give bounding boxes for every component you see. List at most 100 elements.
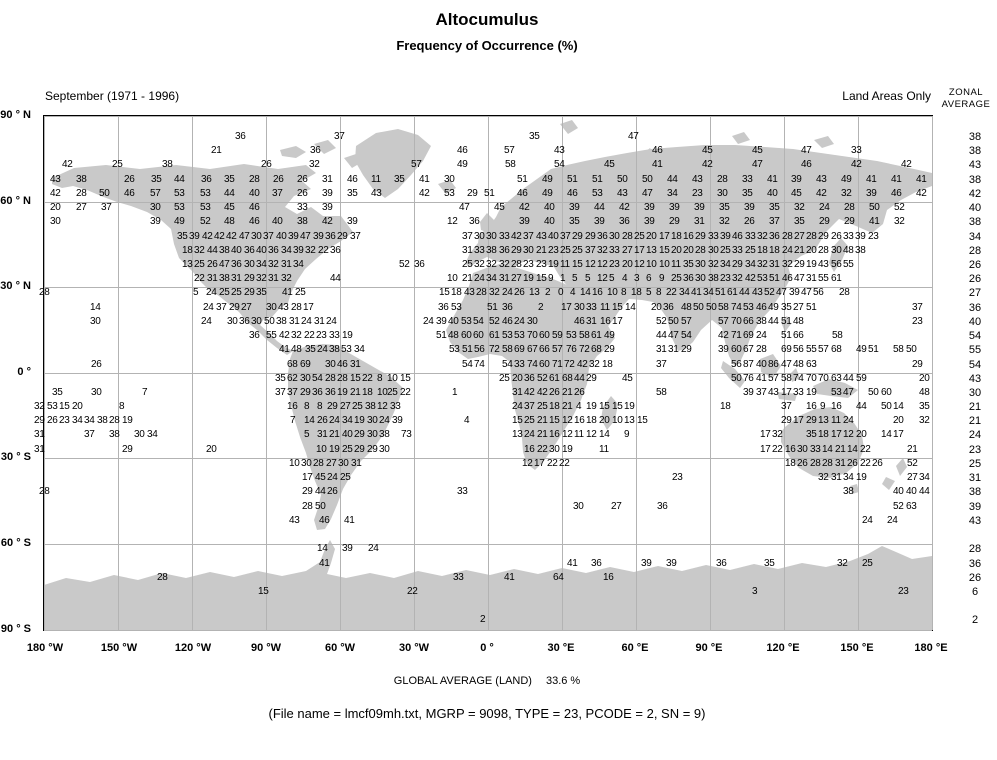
grid-value: 24: [502, 287, 513, 298]
grid-value: 48: [793, 316, 804, 327]
grid-value: 69: [514, 344, 525, 355]
grid-value: 34: [293, 259, 304, 270]
grid-value: 26: [47, 415, 58, 426]
grid-value: 36: [244, 245, 255, 256]
grid-value: 15: [572, 259, 583, 270]
grid-value: 76: [566, 344, 577, 355]
grid-value: 19: [586, 401, 597, 412]
grid-value: 16: [603, 572, 614, 583]
grid-value: 31: [289, 316, 300, 327]
grid-value: 52: [893, 501, 904, 512]
zonal-average-value: 21: [968, 401, 982, 413]
grid-value: 57: [718, 316, 729, 327]
grid-value: 33: [742, 174, 753, 185]
grid-value: 50: [668, 316, 679, 327]
grid-value: 41: [279, 344, 290, 355]
grid-value: 24: [326, 316, 337, 327]
grid-value: 42: [50, 188, 61, 199]
grid-value: 4: [464, 415, 470, 426]
grid-value: 34: [745, 259, 756, 270]
grid-value: 21: [329, 429, 340, 440]
grid-value: 28: [291, 302, 302, 313]
grid-value: 46: [652, 145, 663, 156]
grid-value: 35: [151, 174, 162, 185]
grid-value: 45: [315, 472, 326, 483]
grid-value: 45: [224, 202, 235, 213]
grid-value: 29: [695, 231, 706, 242]
grid-value: 30: [523, 245, 534, 256]
grid-value: 32: [597, 245, 608, 256]
grid-value: 28: [756, 344, 767, 355]
grid-value: 27: [907, 472, 918, 483]
grid-value: 42: [901, 159, 912, 170]
grid-value: 50: [264, 316, 275, 327]
grid-value: 39: [342, 543, 353, 554]
grid-value: 31: [207, 273, 218, 284]
grid-value: 38: [329, 344, 340, 355]
grid-value: 28: [822, 458, 833, 469]
global-average-label: GLOBAL AVERAGE (LAND): [393, 675, 532, 687]
grid-value: 49: [841, 174, 852, 185]
grid-value: 36: [268, 245, 279, 256]
grid-value: 1: [452, 387, 458, 398]
grid-value: 51: [592, 174, 603, 185]
grid-value: 44: [739, 287, 750, 298]
grid-value: 35: [919, 401, 930, 412]
grid-value: 53: [502, 330, 513, 341]
grid-value: 15: [258, 586, 269, 597]
grid-value: 49: [542, 188, 553, 199]
grid-value: 50: [642, 174, 653, 185]
grid-value: 25: [671, 273, 682, 284]
grid-value: 37: [524, 401, 535, 412]
grid-value: 60: [473, 330, 484, 341]
grid-value: 28: [695, 245, 706, 256]
grid-value: 44: [768, 316, 779, 327]
grid-value: 32: [489, 287, 500, 298]
grid-value: 37: [275, 387, 286, 398]
grid-value: 20: [651, 302, 662, 313]
zonal-header-line1: ZONAL: [948, 87, 984, 98]
grid-value: 31: [231, 273, 242, 284]
grid-value: 19: [856, 472, 867, 483]
grid-value: 47: [776, 287, 787, 298]
grid-value: 42: [519, 202, 530, 213]
grid-value: 47: [642, 188, 653, 199]
grid-value: 39: [744, 202, 755, 213]
grid-value: 18: [602, 359, 613, 370]
grid-value: 54: [554, 159, 565, 170]
grid-value: 32: [732, 273, 743, 284]
grid-value: 70: [731, 316, 742, 327]
grid-value: 47: [628, 131, 639, 142]
grid-value: 61: [591, 330, 602, 341]
grid-value: 47: [300, 231, 311, 242]
grid-value: 30: [325, 359, 336, 370]
grid-value: 29: [354, 444, 365, 455]
grid-value: 50: [869, 202, 880, 213]
grid-value: 39: [666, 558, 677, 569]
grid-value: 16: [592, 287, 603, 298]
grid-value: 4: [576, 401, 582, 412]
grid-value: 28: [810, 458, 821, 469]
grid-value: 36: [502, 302, 513, 313]
grid-value: 33: [793, 387, 804, 398]
grid-value: 53: [200, 188, 211, 199]
grid-value: 18: [769, 245, 780, 256]
grid-value: 36: [325, 387, 336, 398]
grid-value: 32: [291, 330, 302, 341]
grid-value: 46: [801, 159, 812, 170]
grid-value: 17: [893, 429, 904, 440]
grid-value: 37: [656, 359, 667, 370]
grid-value: 39: [392, 415, 403, 426]
grid-value: 35: [806, 429, 817, 440]
grid-value: 36: [330, 245, 341, 256]
grid-value: 60: [539, 359, 550, 370]
grid-value: 42: [214, 231, 225, 242]
grid-value: 12: [585, 259, 596, 270]
grid-value: 27: [511, 273, 522, 284]
grid-value: 13: [646, 245, 657, 256]
grid-value: 71: [552, 359, 563, 370]
grid-value: 28: [157, 572, 168, 583]
grid-value: 46: [319, 515, 330, 526]
grid-value: 18: [720, 401, 731, 412]
grid-value: 10: [659, 259, 670, 270]
